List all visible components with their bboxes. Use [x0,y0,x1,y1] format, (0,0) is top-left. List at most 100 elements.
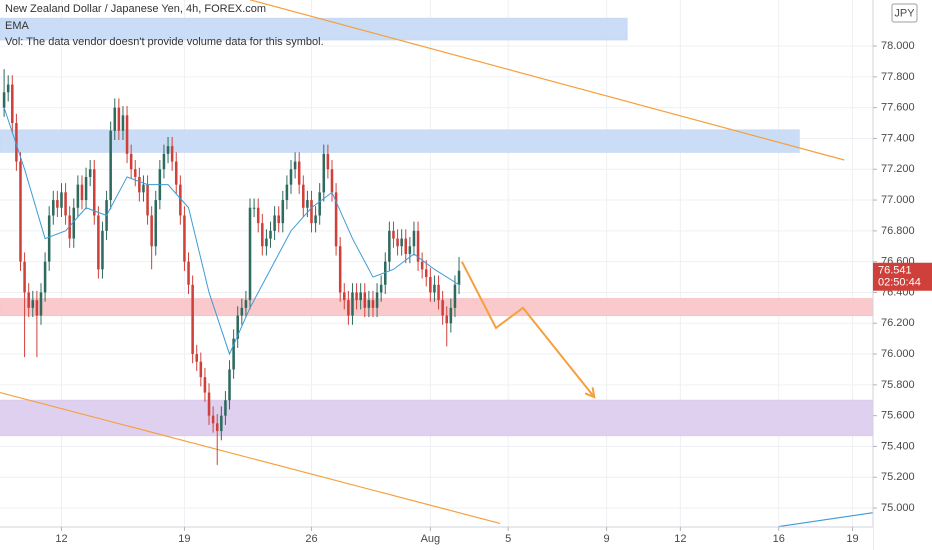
x-tick-label: 5 [505,533,511,545]
x-tick-label: 16 [773,533,785,545]
candle-body [211,415,215,424]
candle-body [424,269,428,278]
candle-body [371,300,375,308]
candle-body [232,338,235,370]
candle-body [150,215,153,247]
candle-body [400,238,403,247]
candle-body [203,377,207,393]
candle-body [146,184,149,216]
candle-body [138,176,141,193]
candle-body [338,246,342,293]
candle-body [265,238,268,247]
candle-body [117,107,121,131]
candle-body [27,292,30,308]
trend-line [778,512,874,528]
candle-body [101,230,104,270]
candle-body [437,284,440,301]
y-tick-label: 78.000 [881,40,915,52]
candle-body [154,200,158,247]
y-tick-label: 76.000 [881,348,915,360]
price-zone [0,17,628,41]
time-axis-bg [0,527,873,550]
candle-body [92,169,96,216]
x-tick-label: 12 [674,533,686,545]
currency-badge[interactable] [891,3,918,23]
candle-body [31,300,35,308]
candle-body [162,153,166,170]
y-tick-label: 75.000 [881,502,915,514]
candle-body [240,307,244,316]
candle-body [133,169,137,177]
candle-body [207,392,211,416]
candle-body [359,292,362,301]
trend-line [0,391,501,525]
y-tick-label: 76.800 [881,225,915,237]
symbol-title: New Zealand Dollar / Japanese Yen, 4h, F… [5,3,267,15]
candle-body [314,215,317,224]
candle-body [191,284,194,355]
x-tick-label: 19 [846,533,858,545]
candle-body [330,169,334,193]
candle-body [72,207,76,239]
arrow-head [584,387,596,399]
y-tick-label: 77.600 [881,102,915,114]
y-tick-label: 76.200 [881,317,915,329]
x-tick-label: 19 [178,533,190,545]
candle-body [408,246,412,254]
candle-body [379,284,383,293]
last-price-box [873,262,932,291]
candle-body [52,200,55,216]
candle-body [248,207,252,301]
candle-body [183,215,186,262]
candle-body [129,153,133,170]
candle-body [170,146,174,162]
candle-body [261,223,264,247]
candle-body [166,146,170,154]
candle-body [187,261,190,285]
candle-body [334,192,338,247]
candle-body [121,115,125,131]
candle-body [457,270,461,285]
candle-body [392,230,395,239]
candle-body [396,238,399,247]
candle-body [367,300,371,308]
candle-body [113,107,117,131]
price-zone [0,129,800,153]
candle-body [97,215,100,270]
candle-body [11,84,14,124]
candle-body [433,284,436,293]
last-price-label: 76.541 [878,265,912,277]
candle-body [88,169,92,177]
candle-body [273,215,276,231]
candle-body [215,423,219,432]
y-tick-label: 77.800 [881,71,915,83]
ema-line [3,107,460,356]
candle-body [80,184,84,201]
currency-label: JPY [894,7,915,19]
candle-body [35,300,39,316]
candle-body [174,161,178,185]
candle-body [404,238,408,254]
candle-body [252,207,256,209]
candle-body [297,161,301,185]
candle-body [355,292,358,301]
trend-line [249,0,845,161]
candle-body [453,284,457,308]
candle-body [195,354,199,362]
candle-body [441,300,444,316]
candle-body [142,184,145,193]
candle-body [347,300,350,316]
indicator-label: EMA [5,20,29,32]
x-tick-label: 12 [55,533,67,545]
candle-body [326,153,330,170]
candle-body [84,176,88,201]
candle-body [64,192,67,216]
candle-body [416,230,420,262]
candle-body [293,161,297,170]
candle-body [56,200,59,208]
candle-body [289,169,293,185]
candle-body [388,230,391,262]
candle-body [179,184,182,216]
candle-body [383,261,387,285]
candle-body [277,215,280,224]
